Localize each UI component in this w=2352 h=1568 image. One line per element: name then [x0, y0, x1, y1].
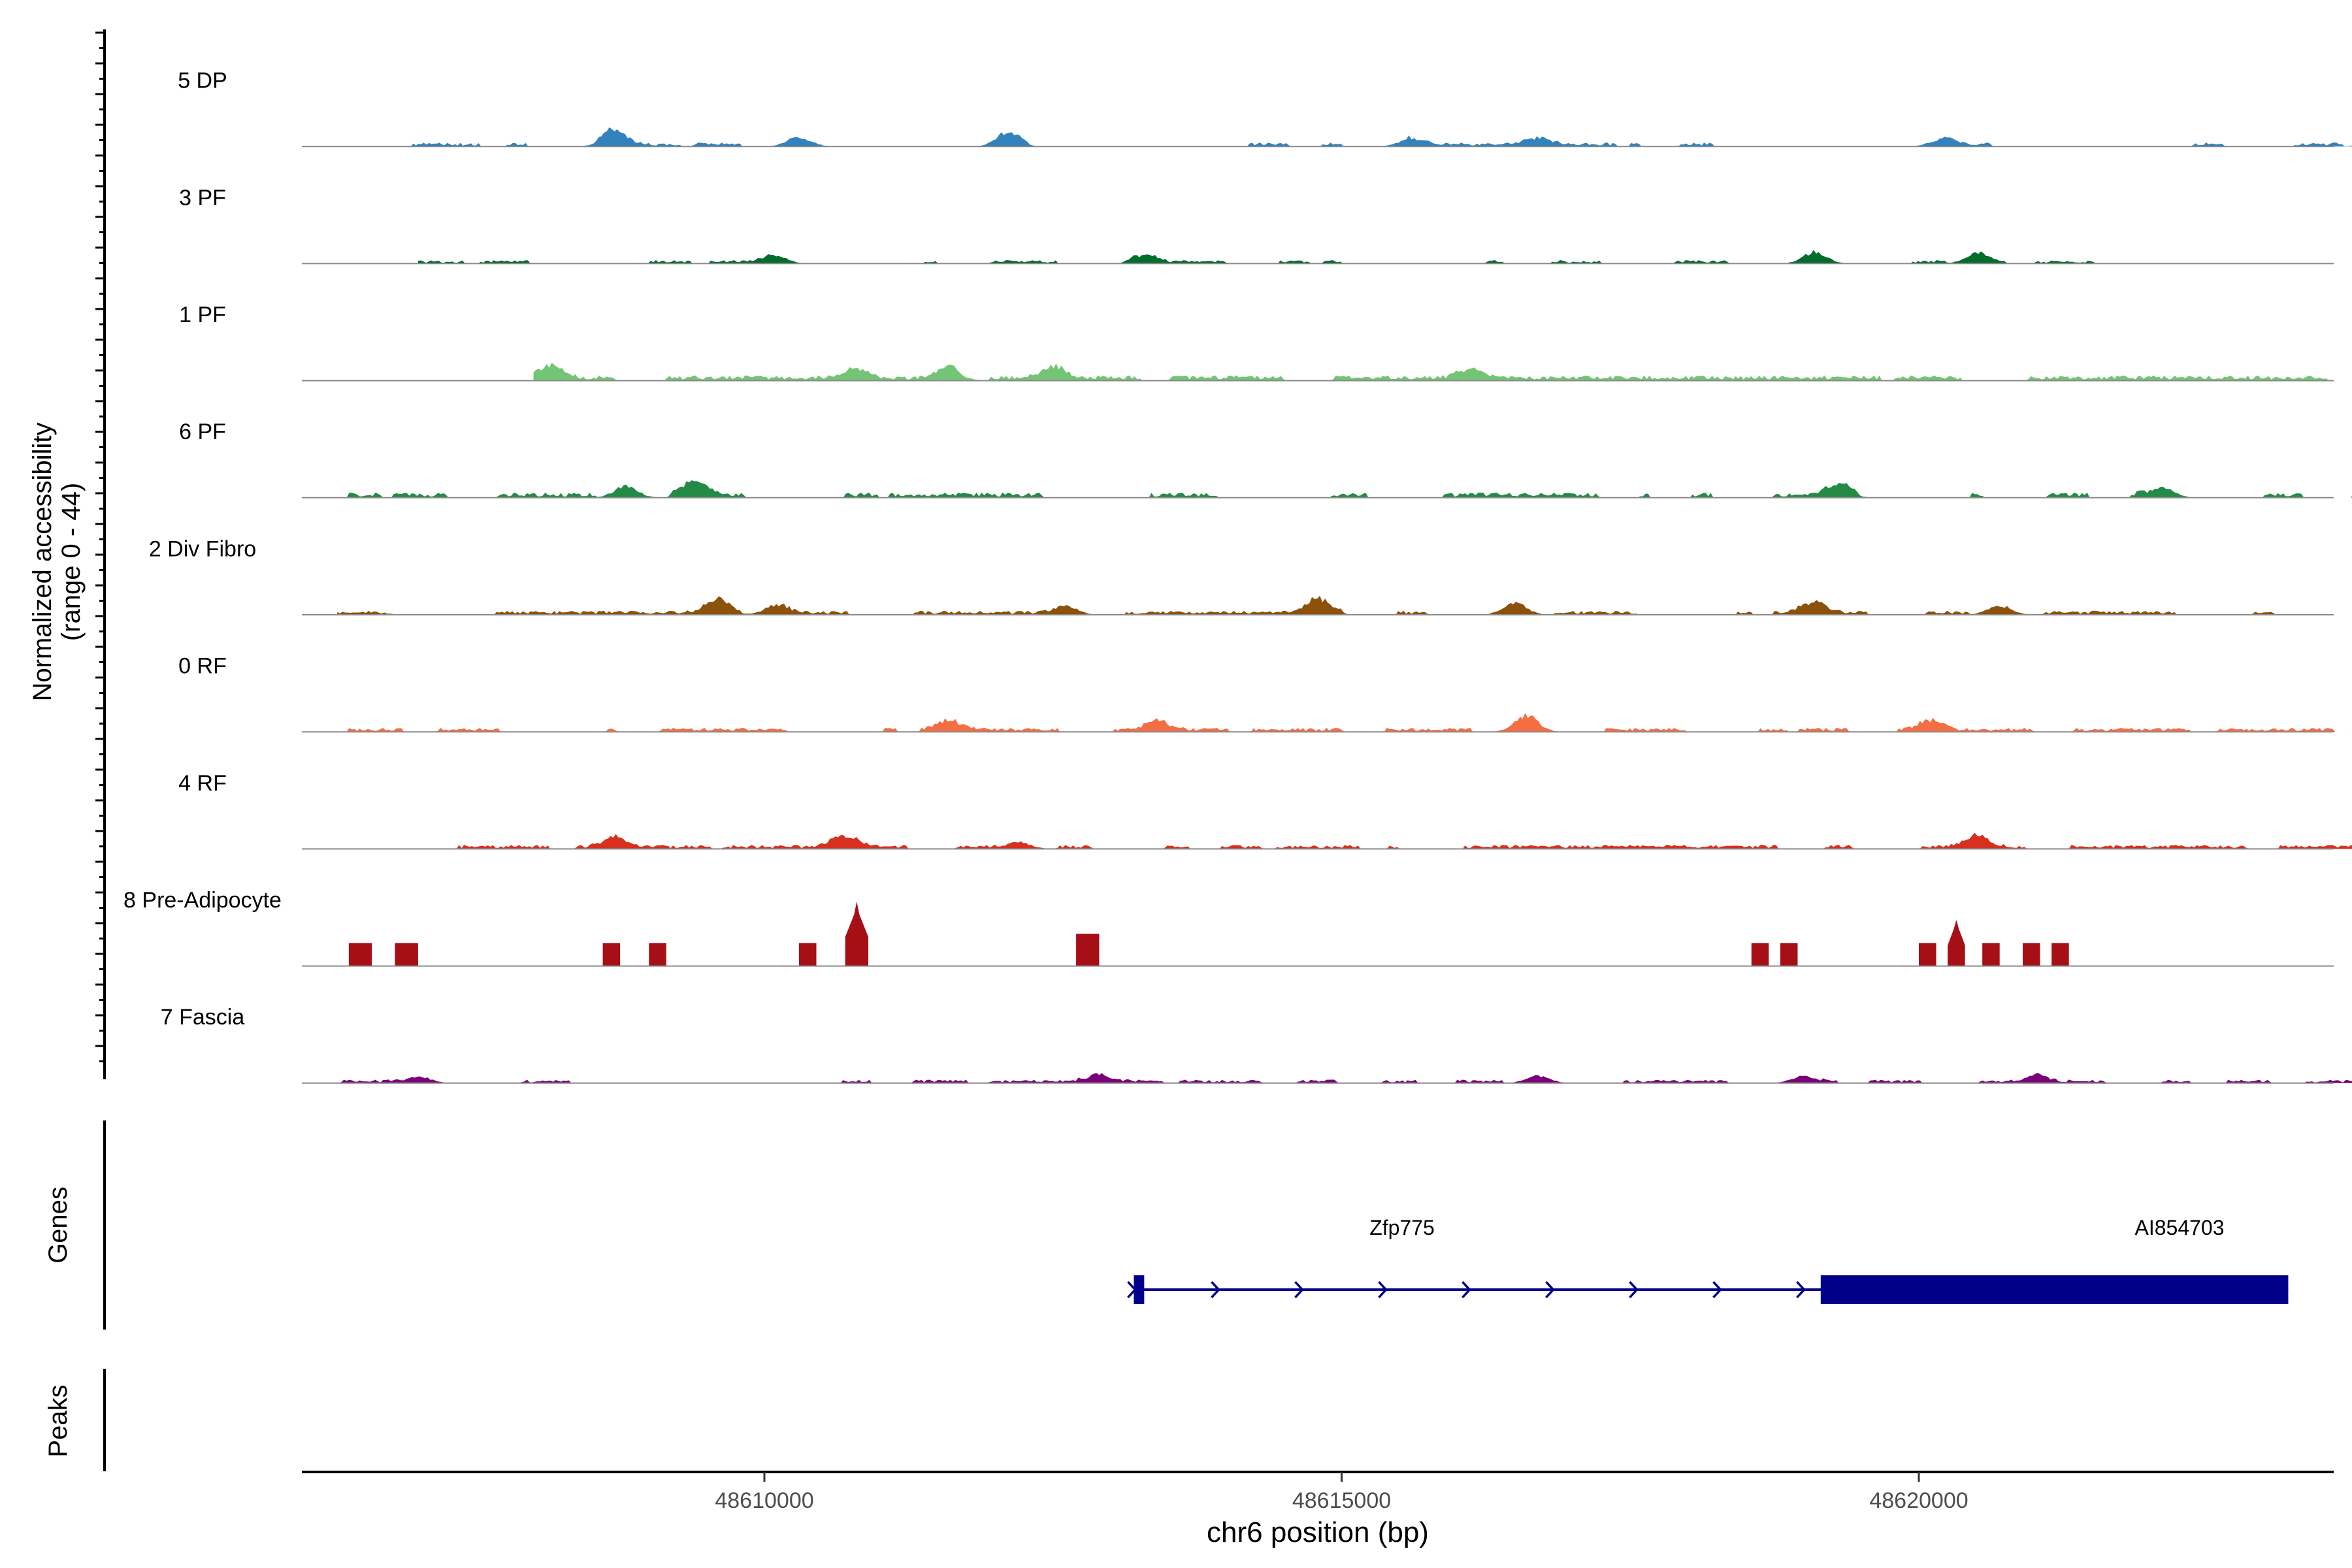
strand-arrow-icon — [1629, 1281, 1639, 1299]
track-label: 8 Pre-Adipocyte — [123, 888, 282, 913]
track-label: 6 PF — [179, 419, 226, 444]
y-axis-ticks — [95, 31, 105, 1062]
gene-zfp775: Zfp775 — [1127, 1216, 2289, 1304]
gene-label: Zfp775 — [1369, 1216, 1435, 1239]
peaks-panel-title: Peaks — [44, 1384, 73, 1457]
strand-arrow-icon — [1211, 1281, 1220, 1299]
coverage-panel: Normalized accessibility (range 0 - 44) … — [28, 29, 2352, 1084]
x-axis-ticks: 48610000486150004862000048625000 — [715, 1472, 1968, 1513]
track-0-rf: 0 RF — [178, 654, 2352, 733]
peaks-panel: Peaks — [44, 1369, 106, 1471]
x-axis: 48610000486150004862000048625000 chr6 po… — [302, 1471, 2334, 1548]
strand-arrow-icon — [1545, 1281, 1555, 1299]
track-label: 3 PF — [179, 186, 226, 210]
y-axis-title-range: (range 0 - 44) — [57, 483, 86, 641]
genes-panel-title: Genes — [44, 1186, 73, 1264]
track-label: 7 Fascia — [161, 1005, 245, 1030]
x-tick-label: 48615000 — [1292, 1488, 1391, 1513]
coverage-area — [533, 362, 2352, 381]
track-8-pre-adipocyte: 8 Pre-Adipocyte — [123, 888, 2334, 967]
coverage-area — [325, 480, 2352, 498]
track-1-pf: 1 PF — [179, 302, 2352, 382]
x-tick-label: 48610000 — [715, 1488, 813, 1513]
y-axis-title: Normalized accessibility — [28, 423, 57, 702]
coverage-area — [337, 595, 2352, 615]
track-label: 4 RF — [178, 771, 227, 796]
x-tick-label: 48620000 — [1869, 1488, 1968, 1513]
gene-ai854703: AI854703 — [2134, 1216, 2224, 1239]
gene-exon — [1134, 1275, 1145, 1304]
gene-label: AI854703 — [2134, 1216, 2224, 1239]
coverage-area — [325, 713, 2352, 732]
gene-exon — [1820, 1275, 2289, 1304]
strand-arrow-icon — [1796, 1281, 1806, 1299]
track-2-div-fibro: 2 Div Fibro — [149, 536, 2352, 615]
strand-arrow-icon — [1294, 1281, 1304, 1299]
track-label: 0 RF — [178, 654, 227, 679]
strand-arrow-icon — [1378, 1281, 1388, 1299]
track-4-rf: 4 RF — [178, 771, 2352, 850]
track-5-dp: 5 DP — [178, 69, 2352, 148]
coverage-area — [325, 832, 2352, 849]
strand-arrow-icon — [1462, 1281, 1471, 1299]
track-label: 2 Div Fibro — [149, 536, 256, 561]
track-7-fascia: 7 Fascia — [161, 1005, 2352, 1084]
track-6-pf: 6 PF — [179, 419, 2352, 498]
strand-arrow-icon — [1712, 1281, 1722, 1299]
track-label: 5 DP — [178, 69, 227, 93]
tracks: 5 DP 3 PF 1 PF 6 PF 2 Div Fibro 0 RF 4 RF 8 Pre… — [123, 69, 2352, 1084]
track-label: 1 PF — [179, 302, 226, 327]
coverage-area — [325, 1073, 2352, 1083]
gene-models: Zfp775 AI854703 — [1127, 1216, 2289, 1304]
genes-panel: Genes Zfp775 AI854703 — [44, 1120, 2289, 1330]
track-3-pf: 3 PF — [179, 186, 2352, 265]
x-axis-title: chr6 position (bp) — [1207, 1516, 1429, 1548]
